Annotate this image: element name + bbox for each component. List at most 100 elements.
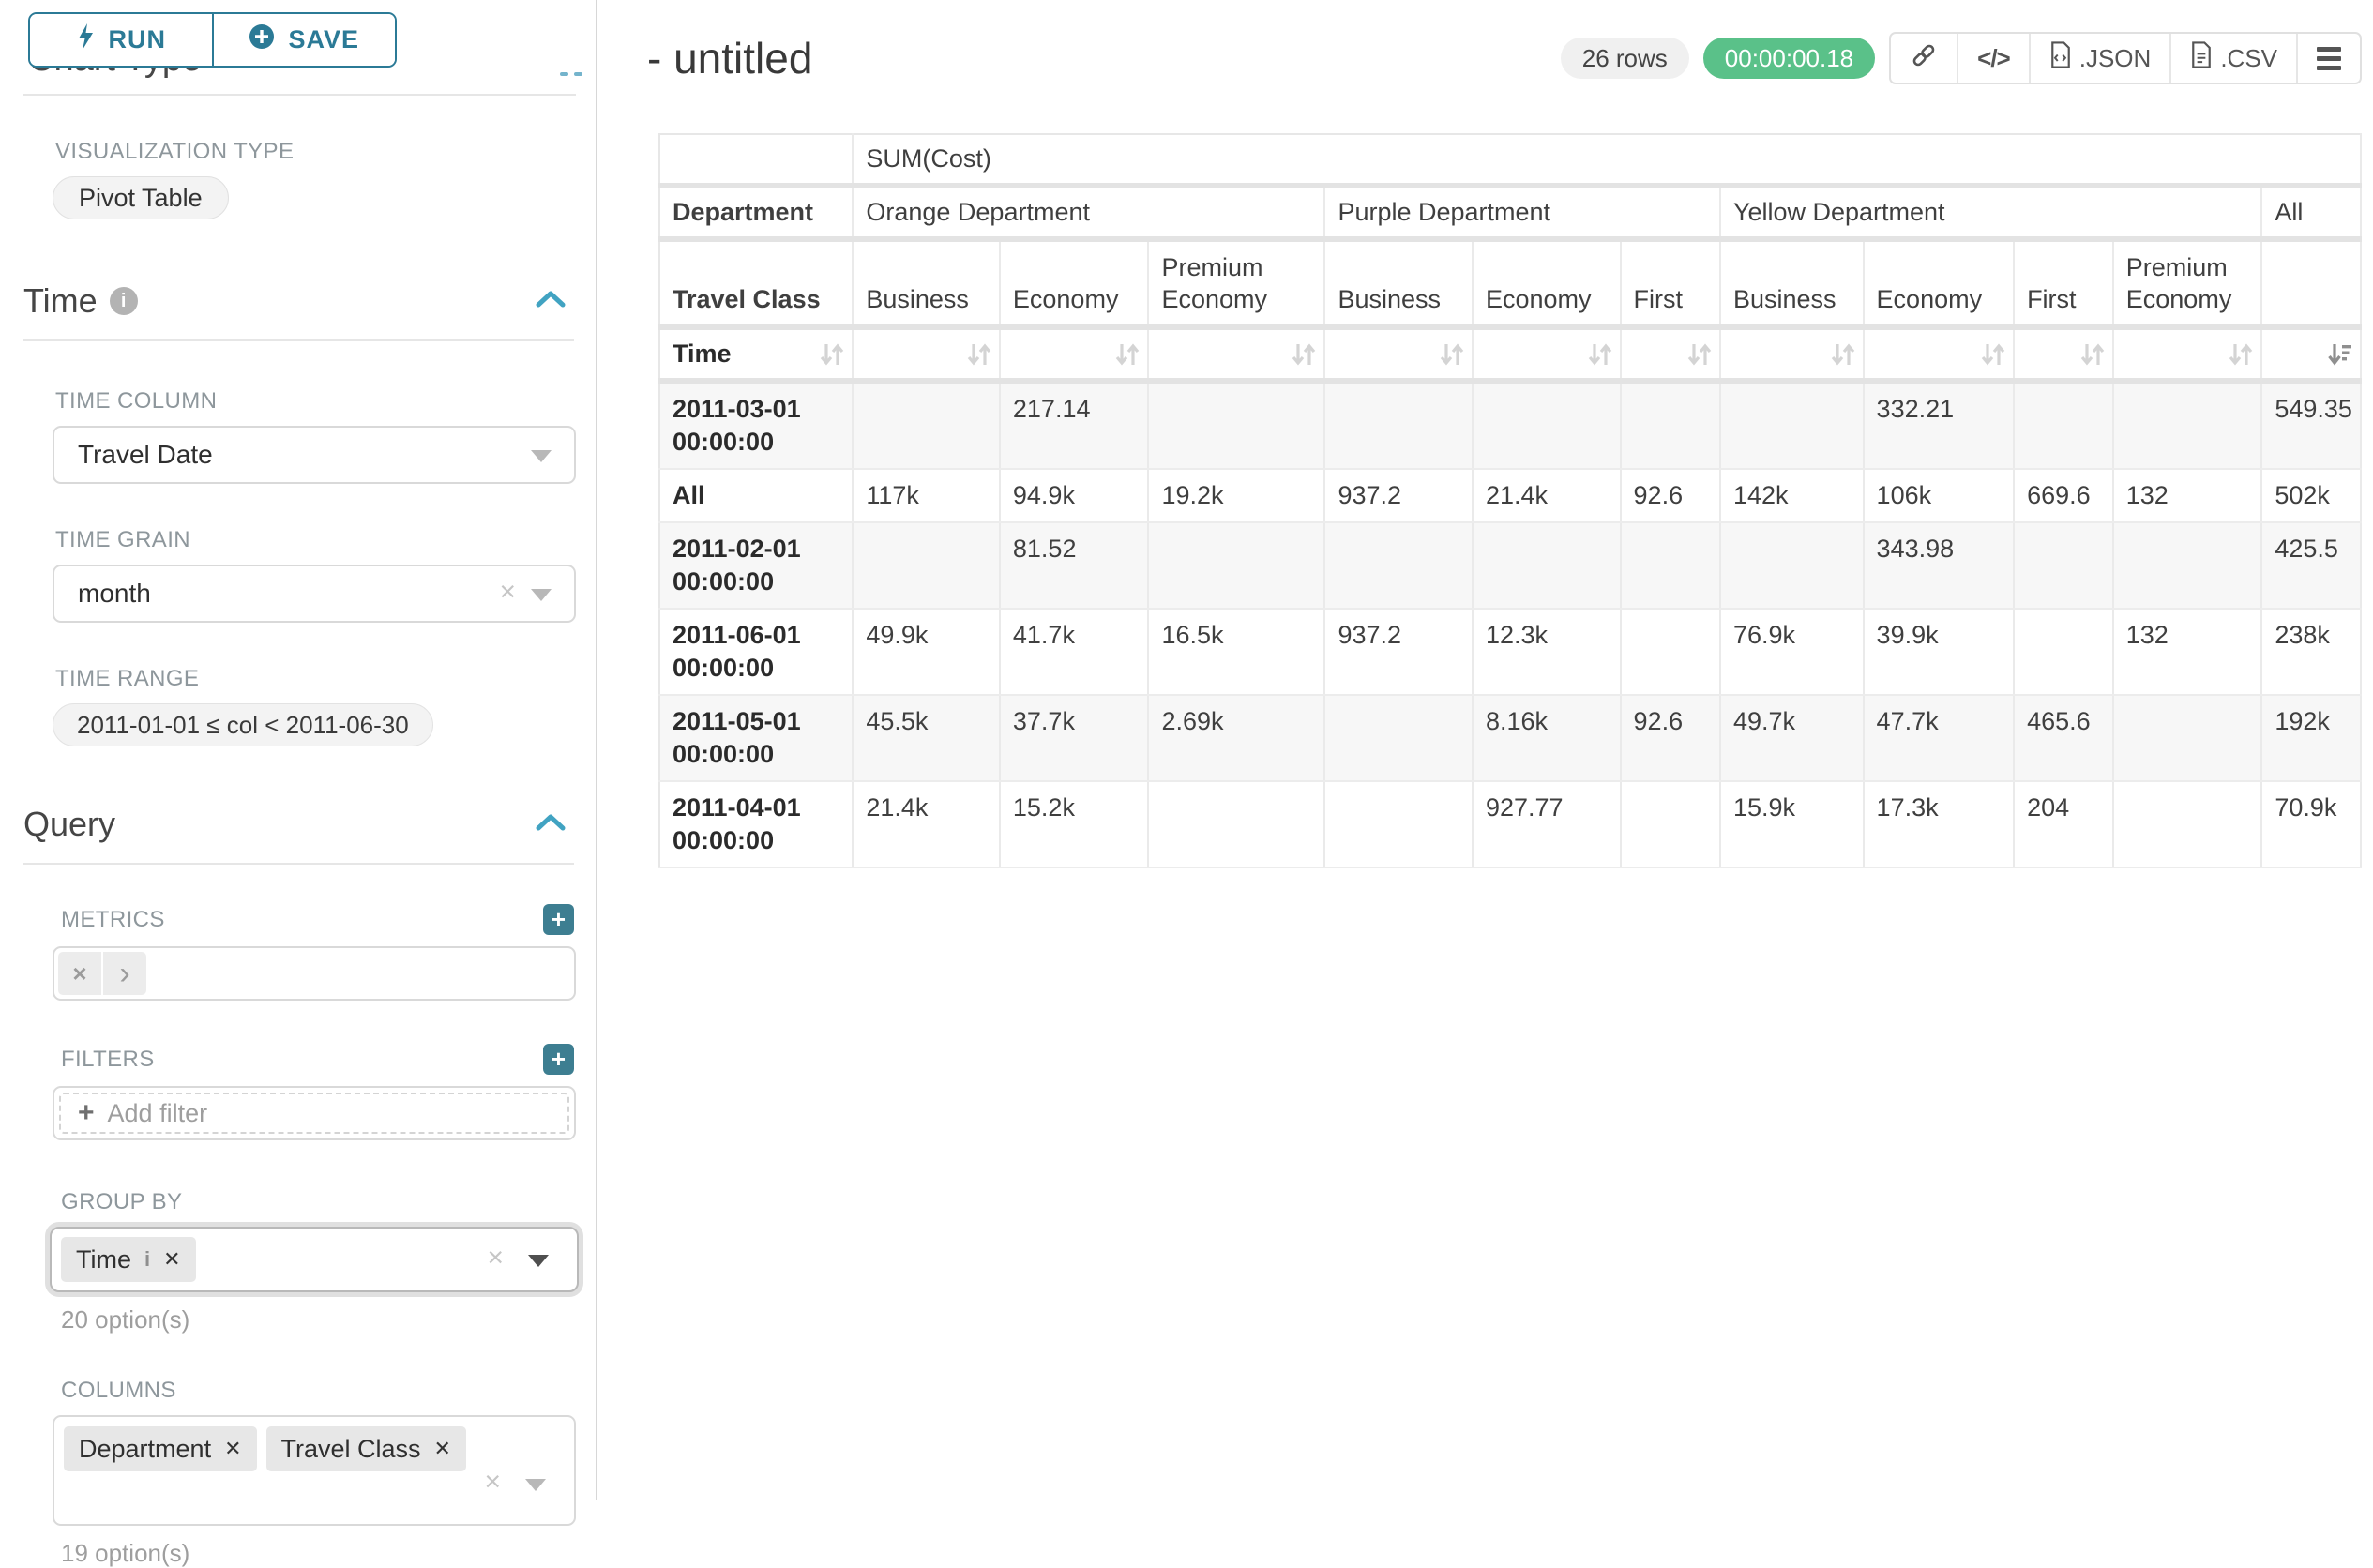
sort-icon[interactable]	[818, 340, 846, 369]
remove-chip-icon[interactable]: ✕	[163, 1247, 180, 1272]
value-cell	[1148, 522, 1324, 609]
chevron-down-icon	[531, 589, 552, 601]
value-cell	[2014, 381, 2113, 469]
chart-title[interactable]: - untitled	[647, 33, 812, 83]
time-range-chip[interactable]: 2011-01-01 ≤ col < 2011-06-30	[53, 703, 433, 746]
value-cell: 94.9k	[1000, 469, 1149, 522]
sort-icon[interactable]	[1829, 340, 1857, 369]
value-cell	[853, 522, 1000, 609]
columns-chip-department[interactable]: Department ✕	[64, 1426, 257, 1471]
sort-header-cell[interactable]	[1720, 327, 1864, 381]
value-cell: 217.14	[1000, 381, 1149, 469]
value-cell	[1148, 381, 1324, 469]
metric-pill[interactable]: × ƒ(x) SUM(Cost) ›	[58, 952, 570, 995]
sort-header-cell[interactable]	[1473, 327, 1621, 381]
group-by-options-hint: 20 option(s)	[61, 1305, 596, 1334]
value-cell: 70.9k	[2261, 781, 2361, 867]
export-json-button[interactable]: .JSON	[2031, 34, 2172, 83]
visualization-type-chip[interactable]: Pivot Table	[53, 176, 229, 219]
value-cell	[2113, 695, 2262, 781]
value-cell: 49.7k	[1720, 695, 1864, 781]
sort-header-cell[interactable]	[853, 327, 1000, 381]
divider	[23, 339, 574, 341]
value-cell	[1720, 381, 1864, 469]
save-button[interactable]: SAVE	[212, 14, 396, 66]
row-label-cell: 2011-06-01 00:00:00	[659, 609, 853, 695]
sort-icon[interactable]	[1685, 340, 1714, 369]
chip-label: Department	[79, 1435, 211, 1464]
sort-header-cell[interactable]	[1324, 327, 1473, 381]
remove-chip-icon[interactable]: ✕	[434, 1437, 451, 1461]
time-grain-select[interactable]: month ×	[53, 565, 576, 623]
sort-icon[interactable]	[1586, 340, 1614, 369]
sort-header-cell[interactable]	[2261, 327, 2361, 381]
add-filter-plus-button[interactable]: +	[543, 1044, 574, 1075]
remove-chip-icon[interactable]: ✕	[224, 1437, 241, 1461]
copy-link-button[interactable]	[1891, 34, 1958, 83]
sort-icon[interactable]	[1438, 340, 1466, 369]
chevron-right-icon[interactable]: ›	[103, 952, 146, 995]
value-cell: 21.4k	[853, 781, 1000, 867]
sort-icon[interactable]	[965, 340, 993, 369]
info-icon: i	[144, 1247, 150, 1272]
chevron-down-icon	[528, 1255, 549, 1267]
time-column-label: TIME COLUMN	[55, 388, 596, 415]
add-metric-button[interactable]: +	[543, 904, 574, 935]
value-cell	[2014, 609, 2113, 695]
col-leaf-header: Business	[853, 239, 1000, 327]
group-by-chip-time[interactable]: Time i ✕	[61, 1237, 196, 1282]
sort-desc-active-icon[interactable]	[2326, 340, 2354, 369]
value-cell: 132	[2113, 469, 2262, 522]
chevron-up-icon[interactable]	[535, 289, 567, 314]
clear-icon[interactable]: ×	[484, 1466, 501, 1498]
department-header-cell: Department	[659, 186, 853, 239]
chip-label: Time	[76, 1245, 131, 1274]
add-filter-button[interactable]: + Add filter	[59, 1093, 569, 1134]
columns-chip-travel-class[interactable]: Travel Class ✕	[266, 1426, 466, 1471]
value-cell: 15.2k	[1000, 781, 1149, 867]
value-cell: 425.5	[2261, 522, 2361, 609]
metric-header-cell: SUM(Cost)	[853, 134, 2361, 186]
time-column-select[interactable]: Travel Date	[53, 426, 576, 484]
col-leaf-header: Economy	[1864, 239, 2015, 327]
columns-select[interactable]: Department ✕ Travel Class ✕ ×	[53, 1415, 576, 1526]
sort-header-cell[interactable]	[1864, 327, 2015, 381]
sort-header-cell[interactable]	[1621, 327, 1720, 381]
sort-header-cell[interactable]	[1000, 327, 1149, 381]
sort-icon[interactable]	[2227, 340, 2255, 369]
sort-header-cell[interactable]	[1148, 327, 1324, 381]
clear-icon[interactable]: ×	[487, 1243, 504, 1274]
value-cell: 2.69k	[1148, 695, 1324, 781]
bolt-icon	[76, 23, 96, 57]
sort-header-cell[interactable]	[2113, 327, 2262, 381]
row-label-cell: 2011-04-01 00:00:00	[659, 781, 853, 867]
menu-button[interactable]	[2298, 34, 2360, 83]
chevron-up-icon[interactable]	[535, 812, 567, 837]
time-grain-label: TIME GRAIN	[55, 527, 596, 553]
col-leaf-header: Business	[1324, 239, 1473, 327]
value-cell: 45.5k	[853, 695, 1000, 781]
sort-icon[interactable]	[1290, 340, 1318, 369]
sort-icon[interactable]	[1979, 340, 2007, 369]
col-group-header: Purple Department	[1324, 186, 1720, 239]
col-leaf-header: Premium Economy	[1148, 239, 1324, 327]
embed-code-button[interactable]: </>	[1958, 34, 2031, 83]
sort-header-cell[interactable]: Time	[659, 327, 853, 381]
group-by-select[interactable]: Time i ✕ ×	[50, 1227, 579, 1292]
run-button[interactable]: RUN	[30, 14, 212, 66]
sort-header-cell[interactable]	[2014, 327, 2113, 381]
panel-resize-handle[interactable]	[560, 64, 588, 81]
value-cell: 49.9k	[853, 609, 1000, 695]
sort-icon[interactable]	[1113, 340, 1141, 369]
value-cell: 332.21	[1864, 381, 2015, 469]
sort-icon[interactable]	[2078, 340, 2107, 369]
remove-metric-icon[interactable]: ×	[58, 952, 101, 995]
row-label-cell: All	[659, 469, 853, 522]
export-csv-button[interactable]: .CSV	[2171, 34, 2298, 83]
clear-icon[interactable]: ×	[499, 577, 516, 609]
